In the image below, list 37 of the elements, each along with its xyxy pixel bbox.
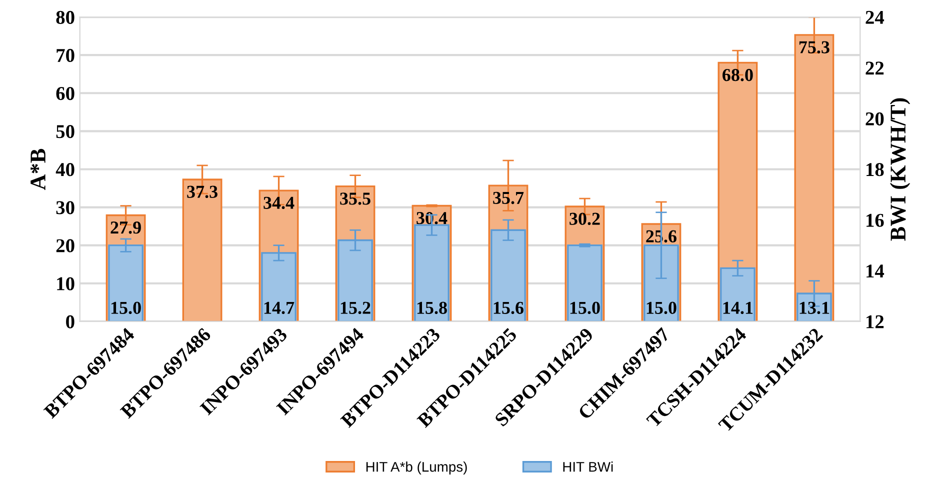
data-label: 15.6 (494, 302, 524, 314)
data-label: 15.0 (111, 302, 141, 314)
data-label: 13.1 (800, 302, 830, 314)
data-label: 15.0 (646, 302, 676, 314)
data-label: 15.0 (570, 302, 600, 314)
y2-tick-label: 18 (866, 163, 884, 176)
data-label: 35.5 (340, 192, 370, 205)
y-tick-label: 30 (56, 201, 74, 214)
data-label: 68.0 (722, 68, 753, 82)
y2-axis-title: BWI (KWH/T) (890, 98, 910, 241)
y-tick-label: 0 (66, 315, 74, 328)
y-tick-label: 50 (56, 125, 74, 138)
y-tick-label: 20 (56, 239, 74, 252)
data-label: 15.8 (417, 302, 447, 314)
y-tick-label: 80 (56, 10, 74, 24)
y2-tick-label: 24 (866, 10, 884, 24)
data-label: 14.1 (723, 302, 753, 314)
y-tick-label: 70 (56, 48, 74, 62)
legend-label: HIT A*b (Lumps) (366, 462, 467, 474)
y-axis-title: A*B (30, 148, 46, 190)
y2-tick-label: 14 (866, 264, 884, 278)
data-label: 35.7 (493, 192, 524, 204)
y-tick-label: 10 (57, 277, 74, 290)
y2-tick-label: 12 (866, 315, 884, 328)
data-label: 75.3 (799, 41, 830, 54)
data-label: 14.7 (264, 302, 294, 314)
y2-tick-label: 16 (866, 214, 884, 227)
data-label: 34.4 (264, 196, 294, 210)
y-tick-label: 60 (56, 86, 74, 100)
data-label: 30.2 (570, 212, 600, 226)
y-tick-label: 40 (56, 163, 74, 176)
data-label: 15.2 (340, 302, 370, 314)
legend-label: HIT BWi (563, 462, 613, 472)
data-label: 27.9 (110, 222, 141, 234)
y2-tick-label: 20 (866, 112, 884, 126)
y2-tick-label: 22 (866, 62, 884, 75)
data-label: 37.3 (187, 186, 218, 198)
